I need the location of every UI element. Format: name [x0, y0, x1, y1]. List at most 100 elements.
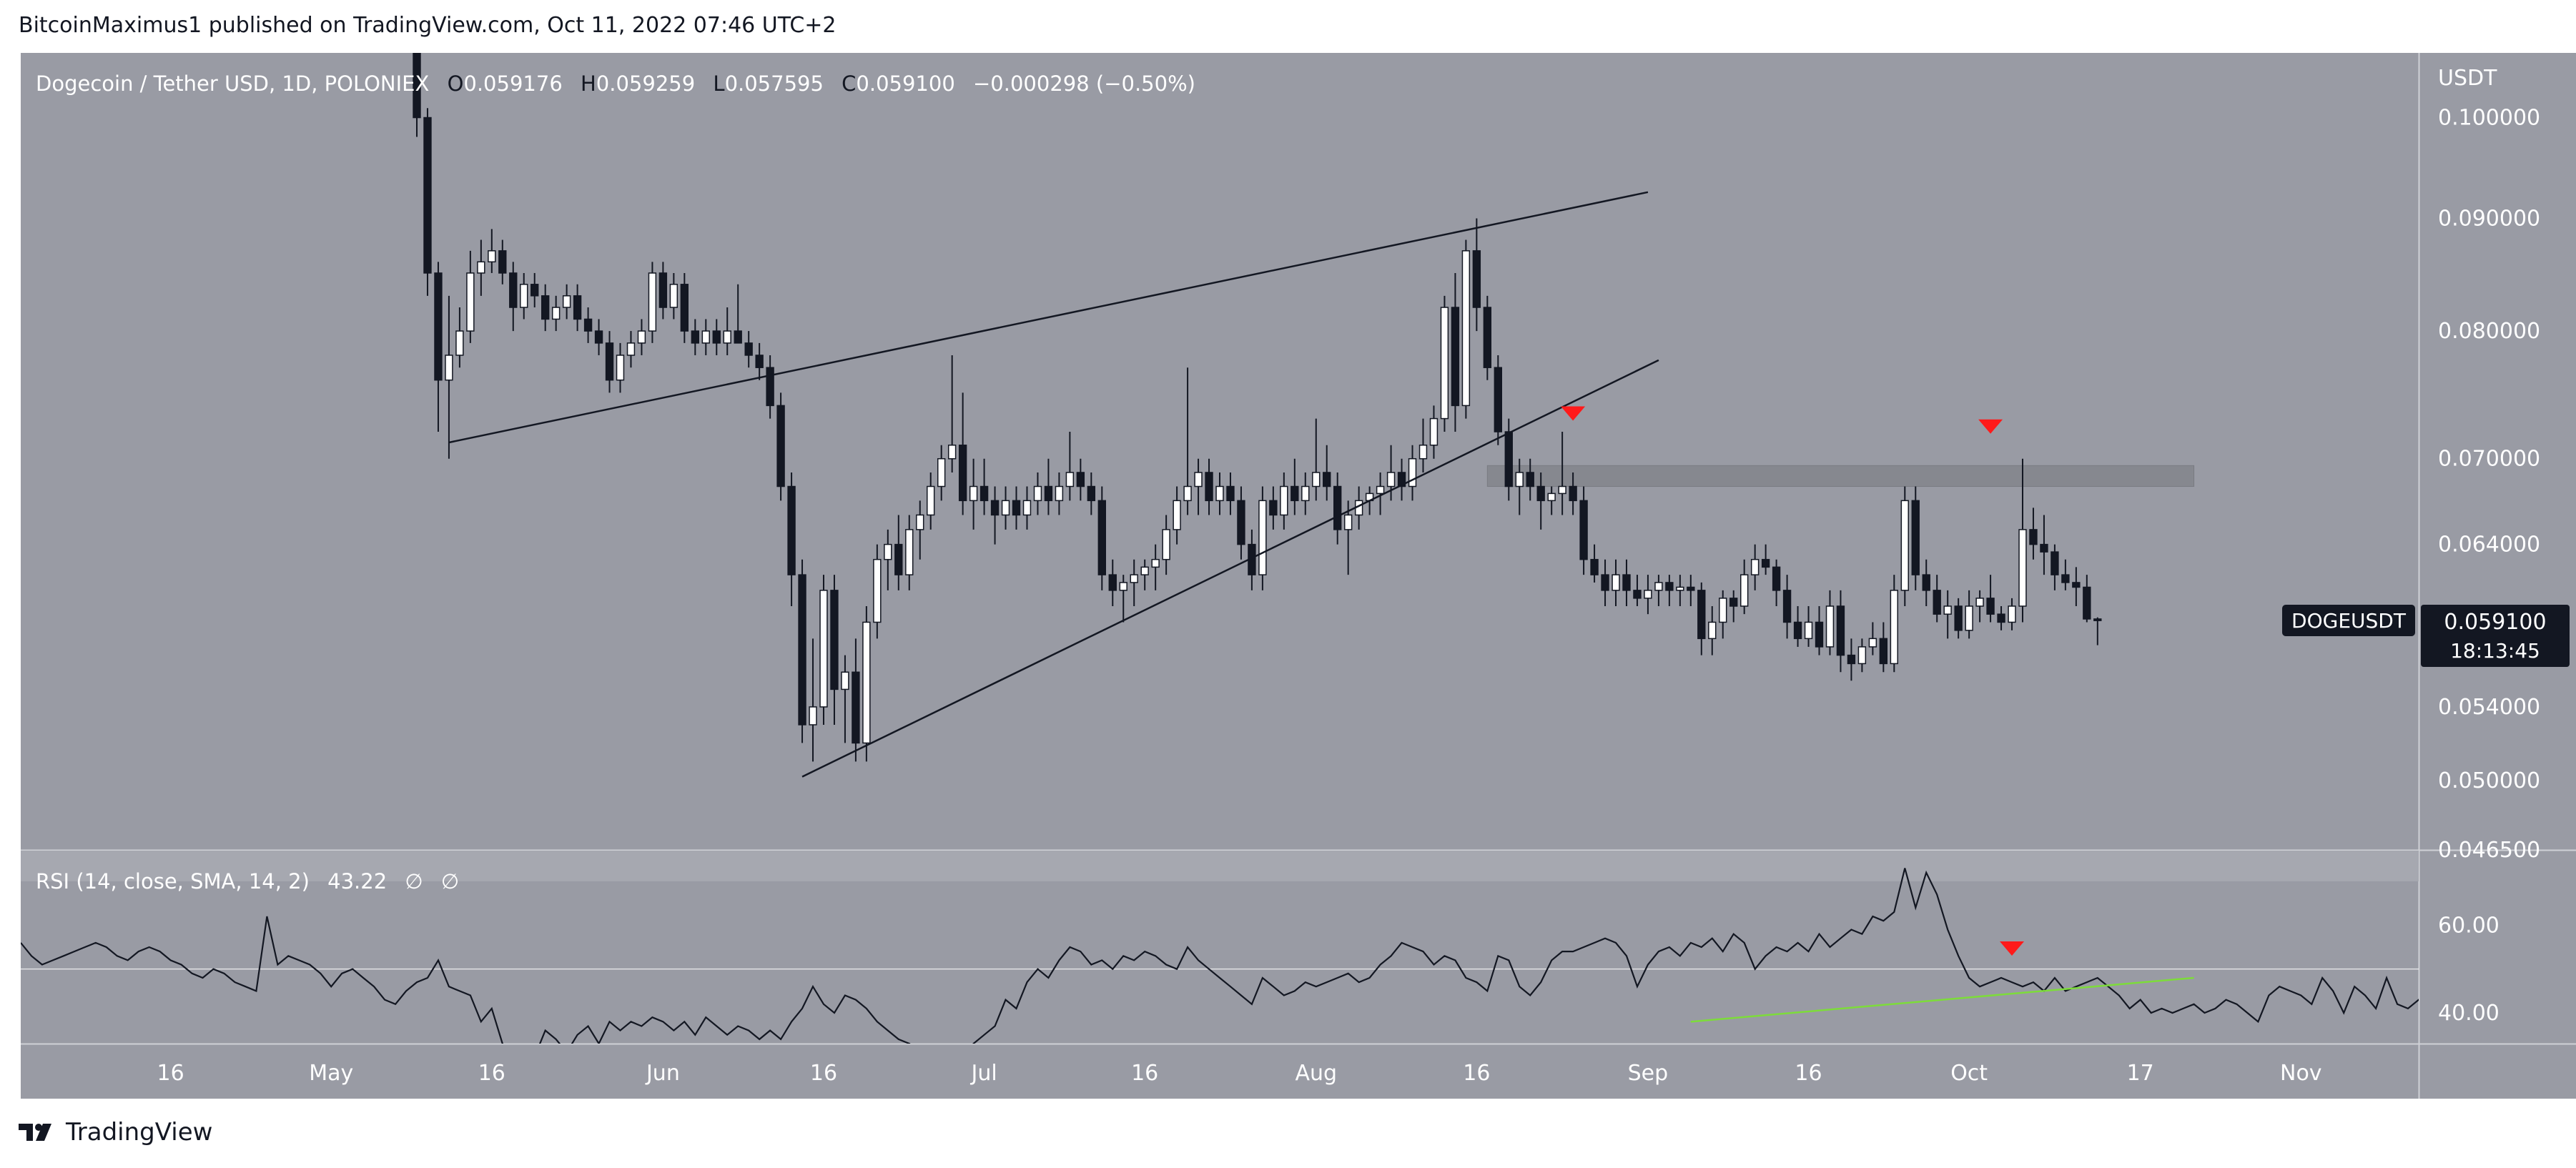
wedge-trendlines [448, 191, 1659, 778]
candle [434, 262, 443, 432]
time-tick-label: 16 [1131, 1061, 1158, 1086]
candle-body [1579, 500, 1588, 560]
candle [1954, 598, 1963, 639]
candle [969, 458, 978, 530]
candle-body [1312, 472, 1321, 488]
candle-body [1782, 590, 1792, 623]
candle-body [1451, 307, 1460, 407]
candle-body [723, 330, 731, 344]
candle-body [594, 330, 603, 344]
rsi-legend: RSI (14, close, SMA, 14, 2) 43.22 ∅ ∅ [36, 869, 459, 894]
candle [1729, 590, 1738, 623]
candle [958, 392, 967, 515]
candle [819, 575, 828, 725]
candle-body [1633, 590, 1642, 599]
tradingview-brand[interactable]: TradingView [19, 1118, 212, 1147]
candle [1676, 575, 1684, 606]
candle [894, 515, 903, 590]
candle [1782, 575, 1792, 639]
candle [1119, 575, 1127, 623]
candle [1612, 559, 1620, 606]
candle [551, 295, 561, 332]
candle [1857, 638, 1867, 673]
candle [1975, 590, 1984, 623]
candle [1173, 486, 1181, 545]
candle-body [1461, 250, 1471, 407]
rsi-overbought-band [21, 851, 2419, 881]
candle [1997, 605, 2005, 630]
candle [1343, 500, 1353, 575]
candle-body [1386, 472, 1396, 488]
candle [1097, 486, 1106, 590]
candle-body [937, 457, 946, 488]
time-tick-label: Oct [1950, 1061, 1988, 1086]
candle [658, 262, 668, 320]
candle-body [1900, 500, 1909, 591]
candle [1847, 638, 1856, 681]
rsi-band-rect [21, 851, 2419, 881]
candle [1804, 605, 1813, 647]
candle [562, 284, 571, 320]
candle [1569, 472, 1577, 515]
candle-body [862, 621, 871, 744]
candle [1301, 472, 1310, 515]
candle [648, 262, 657, 343]
candle-body [466, 272, 475, 332]
candle [862, 605, 871, 762]
red-arrow-marker [1978, 419, 2003, 434]
price-tick-label: 0.070000 [2438, 447, 2540, 472]
candle-body [1515, 472, 1524, 488]
candle-body [1868, 638, 1877, 648]
candle-body [562, 295, 571, 308]
time-tick-label: Nov [2280, 1061, 2322, 1086]
candle [1215, 472, 1224, 515]
candle [1772, 559, 1781, 606]
candle [1590, 544, 1599, 583]
candle-body [1772, 566, 1781, 591]
candle-body [1739, 574, 1749, 607]
wedge-lower-trendline [801, 359, 1659, 778]
candle-body [1173, 500, 1181, 530]
candle [1943, 590, 1952, 639]
candle [605, 331, 614, 393]
candle-body [776, 405, 785, 488]
candle [1044, 458, 1053, 515]
candle [1429, 405, 1438, 459]
candle [1644, 575, 1652, 615]
price-badge-value: 0.059100 [2444, 610, 2546, 635]
candle [616, 342, 625, 393]
candle [488, 229, 496, 273]
candle [594, 319, 603, 355]
candle [573, 284, 582, 332]
candle-body [2051, 551, 2059, 575]
candle [1494, 355, 1502, 445]
candle [1986, 575, 1995, 623]
candle [1547, 486, 1556, 515]
candle-body [1804, 621, 1813, 640]
candle [2093, 617, 2102, 645]
candle-body [2018, 529, 2027, 607]
candle-body [1815, 621, 1824, 648]
rsi-line [21, 868, 2419, 1044]
candle-body [1280, 485, 1288, 516]
candle-body [1140, 566, 1149, 575]
candle [1291, 458, 1299, 515]
candle-body [744, 342, 753, 356]
candle-body [455, 330, 464, 356]
candle-body [1847, 654, 1856, 665]
candle [1312, 418, 1321, 501]
candle-body [1750, 558, 1760, 575]
candle-body [958, 445, 967, 502]
candle [873, 544, 882, 639]
candle [1665, 575, 1674, 606]
candle-body [1975, 598, 1984, 607]
ohlc-legend: Dogecoin / Tether USD, 1D, POLONIEX O0.0… [36, 71, 1195, 96]
candle-body [1226, 485, 1235, 502]
price-axis-labels: 0.100000 0.090000 0.080000 0.070000 0.064000… [2438, 106, 2540, 863]
candle-body [1644, 590, 1652, 599]
candle [1825, 590, 1835, 655]
candle-body [947, 445, 957, 460]
wedge-upper-trendline [448, 191, 1649, 444]
candle-body [809, 706, 817, 726]
candle-body [979, 485, 989, 502]
